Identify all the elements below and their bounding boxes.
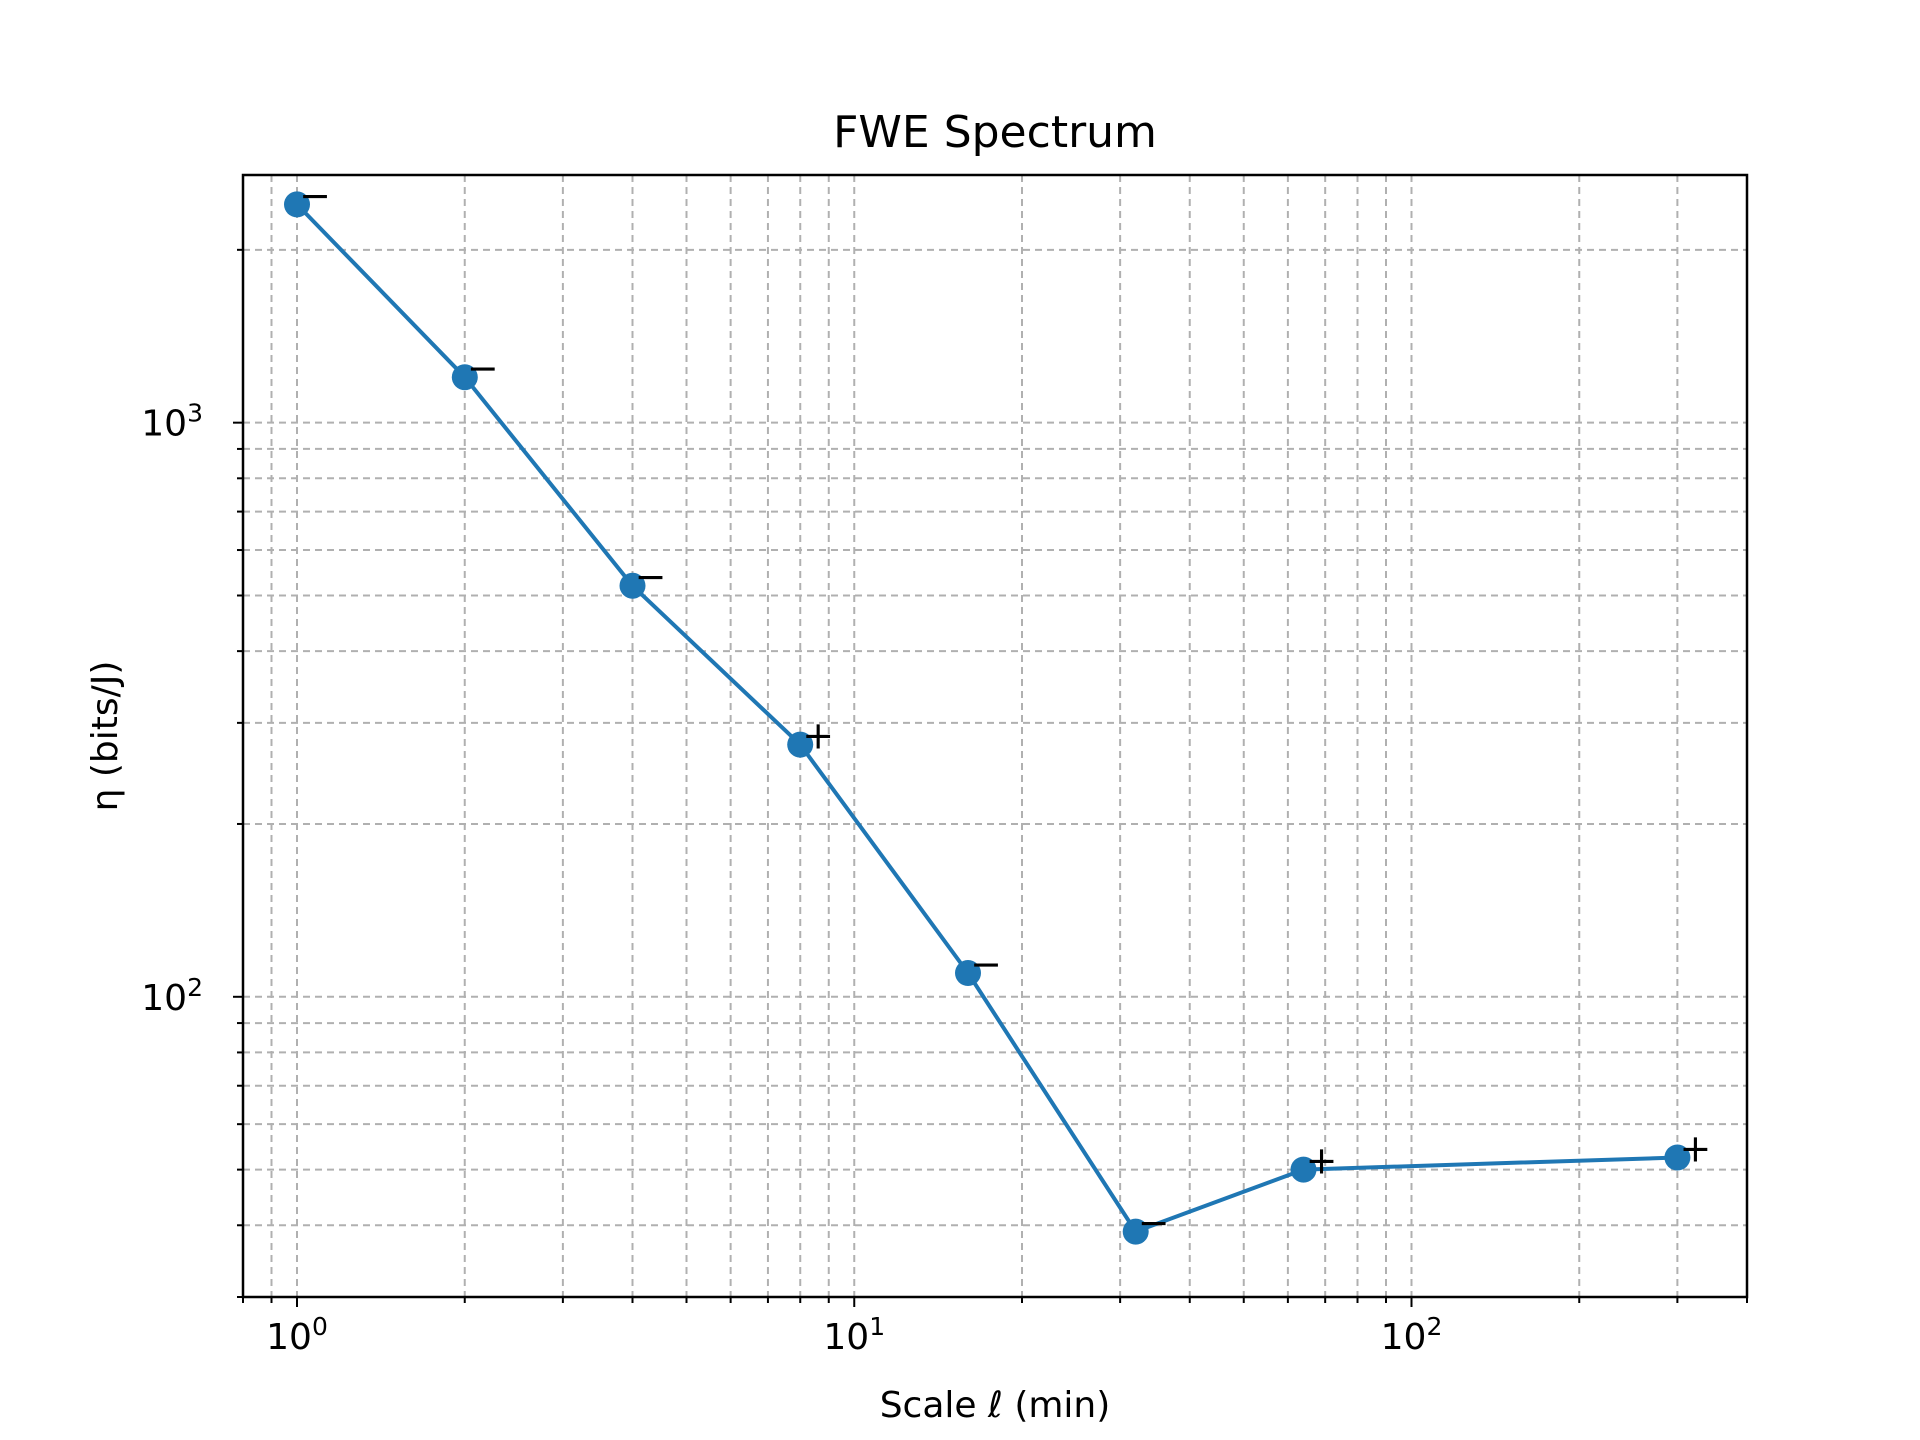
point-sign-label: + <box>1306 1139 1338 1183</box>
series <box>284 191 1691 1245</box>
point-sign-label: − <box>467 346 499 390</box>
x-tick-exponent: 1 <box>869 1312 885 1341</box>
x-axis-label: Scale ℓ (min) <box>880 1385 1111 1426</box>
x-tick-exponent: 0 <box>312 1312 328 1341</box>
x-tick-base: 10 <box>823 1317 869 1358</box>
point-sign-annotations: − − − + − − + + <box>299 173 1711 1244</box>
x-tick-label: 100 <box>266 1312 328 1358</box>
y-tick-exponent: 2 <box>187 973 203 1002</box>
grid <box>242 175 1748 1298</box>
data-point <box>451 364 478 391</box>
y-axis-label: η (bits/J) <box>85 661 126 812</box>
x-tick-label: 101 <box>823 1312 885 1358</box>
data-point <box>619 572 646 599</box>
x-tick-base: 10 <box>1381 1317 1427 1358</box>
y-tick-label: 102 <box>141 973 203 1019</box>
data-point <box>787 731 814 758</box>
point-sign-label: − <box>1138 1201 1170 1245</box>
y-tick-base: 10 <box>141 404 187 445</box>
point-sign-label: − <box>635 555 667 599</box>
data-point <box>955 960 981 986</box>
point-sign-label: − <box>970 942 1002 986</box>
y-tick-base: 10 <box>141 978 187 1019</box>
x-tick-label: 102 <box>1381 1312 1443 1358</box>
plot-frame <box>241 173 1749 1299</box>
point-sign-label: + <box>1679 1127 1711 1171</box>
y-tick-label: 103 <box>141 399 203 445</box>
data-point <box>1290 1156 1317 1183</box>
y-tick-exponent: 3 <box>187 399 203 428</box>
x-tick-base: 10 <box>266 1317 312 1358</box>
data-point <box>1664 1144 1691 1171</box>
data-point <box>1122 1218 1149 1245</box>
point-sign-label: − <box>299 173 331 217</box>
data-point <box>284 191 310 218</box>
point-sign-label: + <box>802 714 834 758</box>
chart-title: FWE Spectrum <box>833 107 1157 158</box>
series-line <box>295 203 1678 1234</box>
x-tick-exponent: 2 <box>1426 1312 1442 1341</box>
